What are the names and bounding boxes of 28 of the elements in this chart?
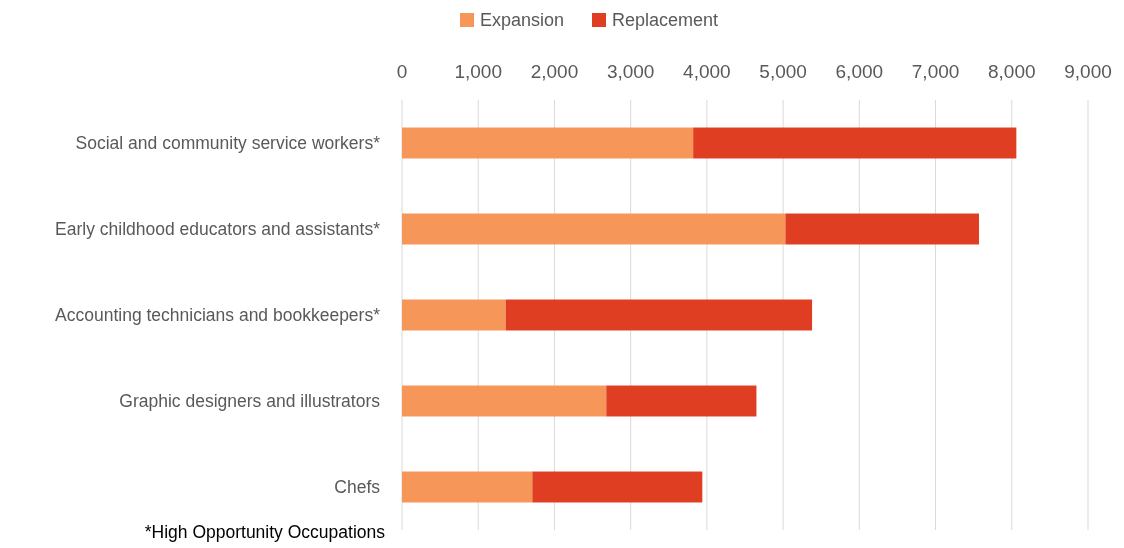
x-tick-label: 8,000 [988,61,1036,82]
bar [693,127,1017,159]
legend-label: Replacement [612,10,719,31]
legend-label: Expansion [480,10,565,31]
x-tick-label: 0 [396,61,408,82]
bar [532,471,703,503]
x-tick-label: 7,000 [911,61,960,82]
text: *High Opportunity Occupations [144,522,386,543]
x-tick-label: 9,000 [1064,61,1112,82]
y-tick-label: Graphic designers and illustrators [119,391,381,412]
x-tick-label: 1,000 [454,61,502,82]
y-tick-label: Social and community service workers* [75,133,381,154]
y-tick-label: Chefs [334,477,381,498]
bar [402,385,607,417]
x-tick-label: 5,000 [759,61,807,82]
x-tick-label: 2,000 [530,61,579,82]
x-tick-label: 3,000 [606,61,655,82]
y-tick-label: Early childhood educators and assistants* [55,219,381,240]
bar [505,299,813,331]
y-tick-label: Accounting technicians and bookkeepers* [55,305,381,326]
bar [402,127,694,159]
bar [785,213,979,245]
bar [402,471,533,503]
x-tick-label: 4,000 [683,61,731,82]
bar [402,213,786,245]
x-tick-label: 6,000 [835,61,884,82]
bar [402,299,506,331]
bar [606,385,757,417]
